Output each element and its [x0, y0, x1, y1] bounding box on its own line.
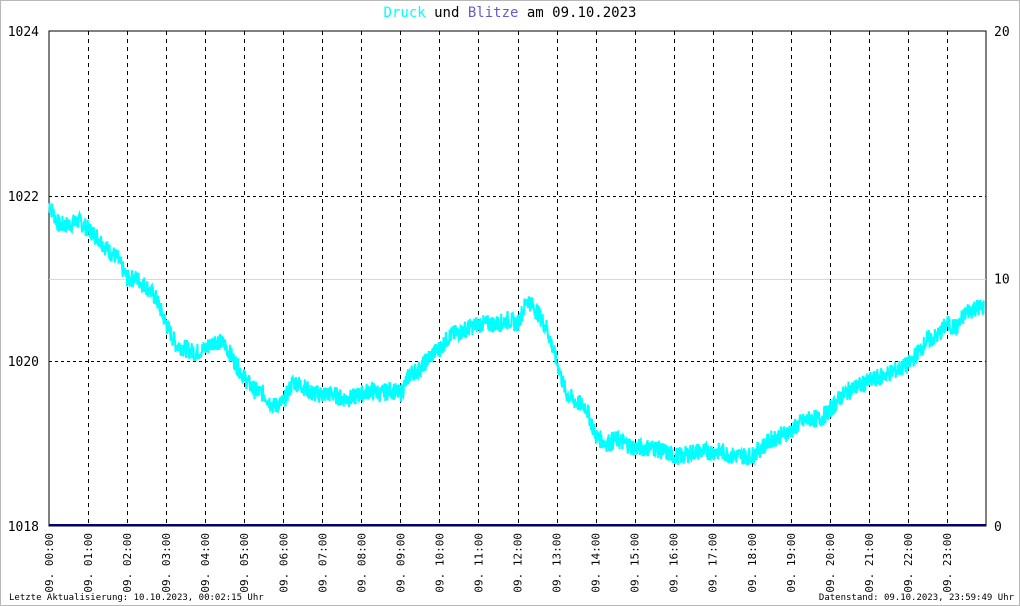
x-tick-label: 09. 16:00	[668, 533, 681, 593]
x-tick-label: 09. 21:00	[863, 533, 876, 593]
y-right-tick-label: 10	[994, 273, 1010, 288]
x-tick-label: 09. 03:00	[160, 533, 173, 593]
x-tick-label: 09. 18:00	[746, 533, 759, 593]
data-status-text: Datenstand: 09.10.2023, 23:59:49 Uhr	[818, 593, 1014, 603]
title-lightning-label: Blitze	[467, 5, 519, 21]
x-tick-label: 09. 12:00	[512, 533, 525, 593]
x-tick-label: 09. 15:00	[629, 533, 642, 593]
x-tick-label: 09. 07:00	[316, 533, 329, 593]
x-tick-label: 09. 00:00	[43, 533, 56, 593]
y-left-tick-label: 1018	[8, 520, 39, 535]
x-tick-label: 09. 11:00	[473, 533, 486, 593]
x-tick-label: 09. 04:00	[199, 533, 212, 593]
x-tick-label: 09. 02:00	[121, 533, 134, 593]
title-pressure-label: Druck	[383, 5, 426, 21]
y-left-tick-label: 1024	[8, 25, 39, 40]
x-tick-label: 09. 09:00	[394, 533, 407, 593]
x-tick-label: 09. 22:00	[902, 533, 915, 593]
x-tick-label: 09. 13:00	[551, 533, 564, 593]
y-right-tick-label: 0	[994, 520, 1002, 535]
chart-title: Druck und Blitze am 09.10.2023	[0, 5, 1020, 21]
x-tick-label: 09. 14:00	[590, 533, 603, 593]
title-and-label: und	[425, 5, 468, 21]
x-tick-label: 09. 08:00	[355, 533, 368, 593]
x-tick-label: 09. 17:00	[707, 533, 720, 593]
title-date-label: am 09.10.2023	[518, 5, 637, 21]
y-left-tick-label: 1020	[8, 355, 39, 370]
x-tick-label: 09. 06:00	[277, 533, 290, 593]
y-right-tick-label: 20	[994, 25, 1010, 40]
x-tick-label: 09. 10:00	[433, 533, 446, 593]
last-update-text: Letzte Aktualisierung: 10.10.2023, 00:02…	[9, 593, 264, 603]
y-left-tick-label: 1022	[8, 190, 39, 205]
x-tick-label: 09. 23:00	[941, 533, 954, 593]
x-tick-label: 09. 19:00	[785, 533, 798, 593]
x-tick-label: 09. 01:00	[82, 533, 95, 593]
plot-frame	[48, 30, 987, 527]
x-tick-label: 09. 20:00	[824, 533, 837, 593]
x-tick-label: 09. 05:00	[238, 533, 251, 593]
pressure-series-line	[48, 201, 985, 466]
